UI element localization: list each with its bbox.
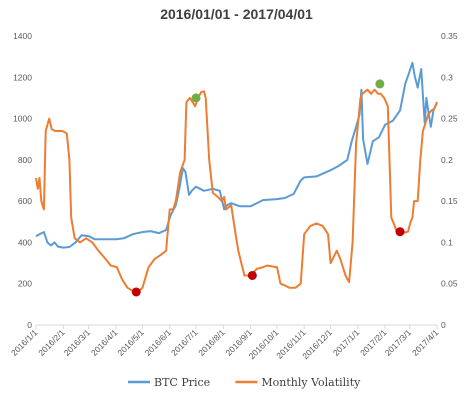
- y-right-tick-label: 0.15: [441, 196, 458, 206]
- y-left-tick-label: 1400: [13, 31, 32, 41]
- x-tick-label: 2017/4/1: [410, 327, 441, 358]
- y-left-tick-label: 400: [18, 237, 32, 247]
- legend-label: BTC Price: [154, 376, 210, 389]
- y-right-tick-label: 0.35: [441, 31, 458, 41]
- series-line-monthly-volatility: [35, 88, 438, 293]
- x-tick-label: 2016/8/1: [196, 327, 227, 358]
- highlight-marker: [375, 79, 385, 89]
- highlight-marker: [131, 287, 141, 297]
- series-line-btc-price: [35, 61, 438, 249]
- x-tick-label: 2017/1/1: [331, 327, 362, 358]
- x-tick-label: 2017/3/1: [383, 327, 414, 358]
- x-tick-label: 2016/1/1: [9, 327, 40, 358]
- highlight-marker: [395, 227, 405, 237]
- chart-title: 2016/01/01 - 2017/04/01: [160, 6, 313, 22]
- highlight-marker: [247, 270, 257, 280]
- x-tick-label: 2016/5/1: [115, 327, 146, 358]
- x-tick-label: 2016/2/1: [36, 327, 67, 358]
- y-right-tick-label: 0.05: [441, 279, 458, 289]
- x-tick-label: 2016/7/1: [169, 327, 200, 358]
- y-left-tick-label: 800: [18, 155, 32, 165]
- x-tick-label: 2016/3/1: [62, 327, 93, 358]
- y-right-tick-label: 0: [441, 320, 446, 330]
- highlight-marker: [191, 93, 201, 103]
- y-right-tick-label: 0.25: [441, 114, 458, 124]
- y-left-tick-label: 200: [18, 279, 32, 289]
- y-right-tick-label: 0.1: [441, 237, 453, 247]
- y-left-tick-label: 600: [18, 196, 32, 206]
- y-left-tick-label: 0: [27, 320, 32, 330]
- y-left-tick-label: 1200: [13, 72, 32, 82]
- y-left-tick-label: 1000: [13, 114, 32, 124]
- x-tick-label: 2016/4/1: [89, 327, 120, 358]
- legend-label: Monthly Volatility: [261, 376, 361, 389]
- y-right-tick-label: 0.3: [441, 72, 453, 82]
- y-right-tick-label: 0.2: [441, 155, 453, 165]
- x-tick-label: 2016/6/1: [143, 327, 174, 358]
